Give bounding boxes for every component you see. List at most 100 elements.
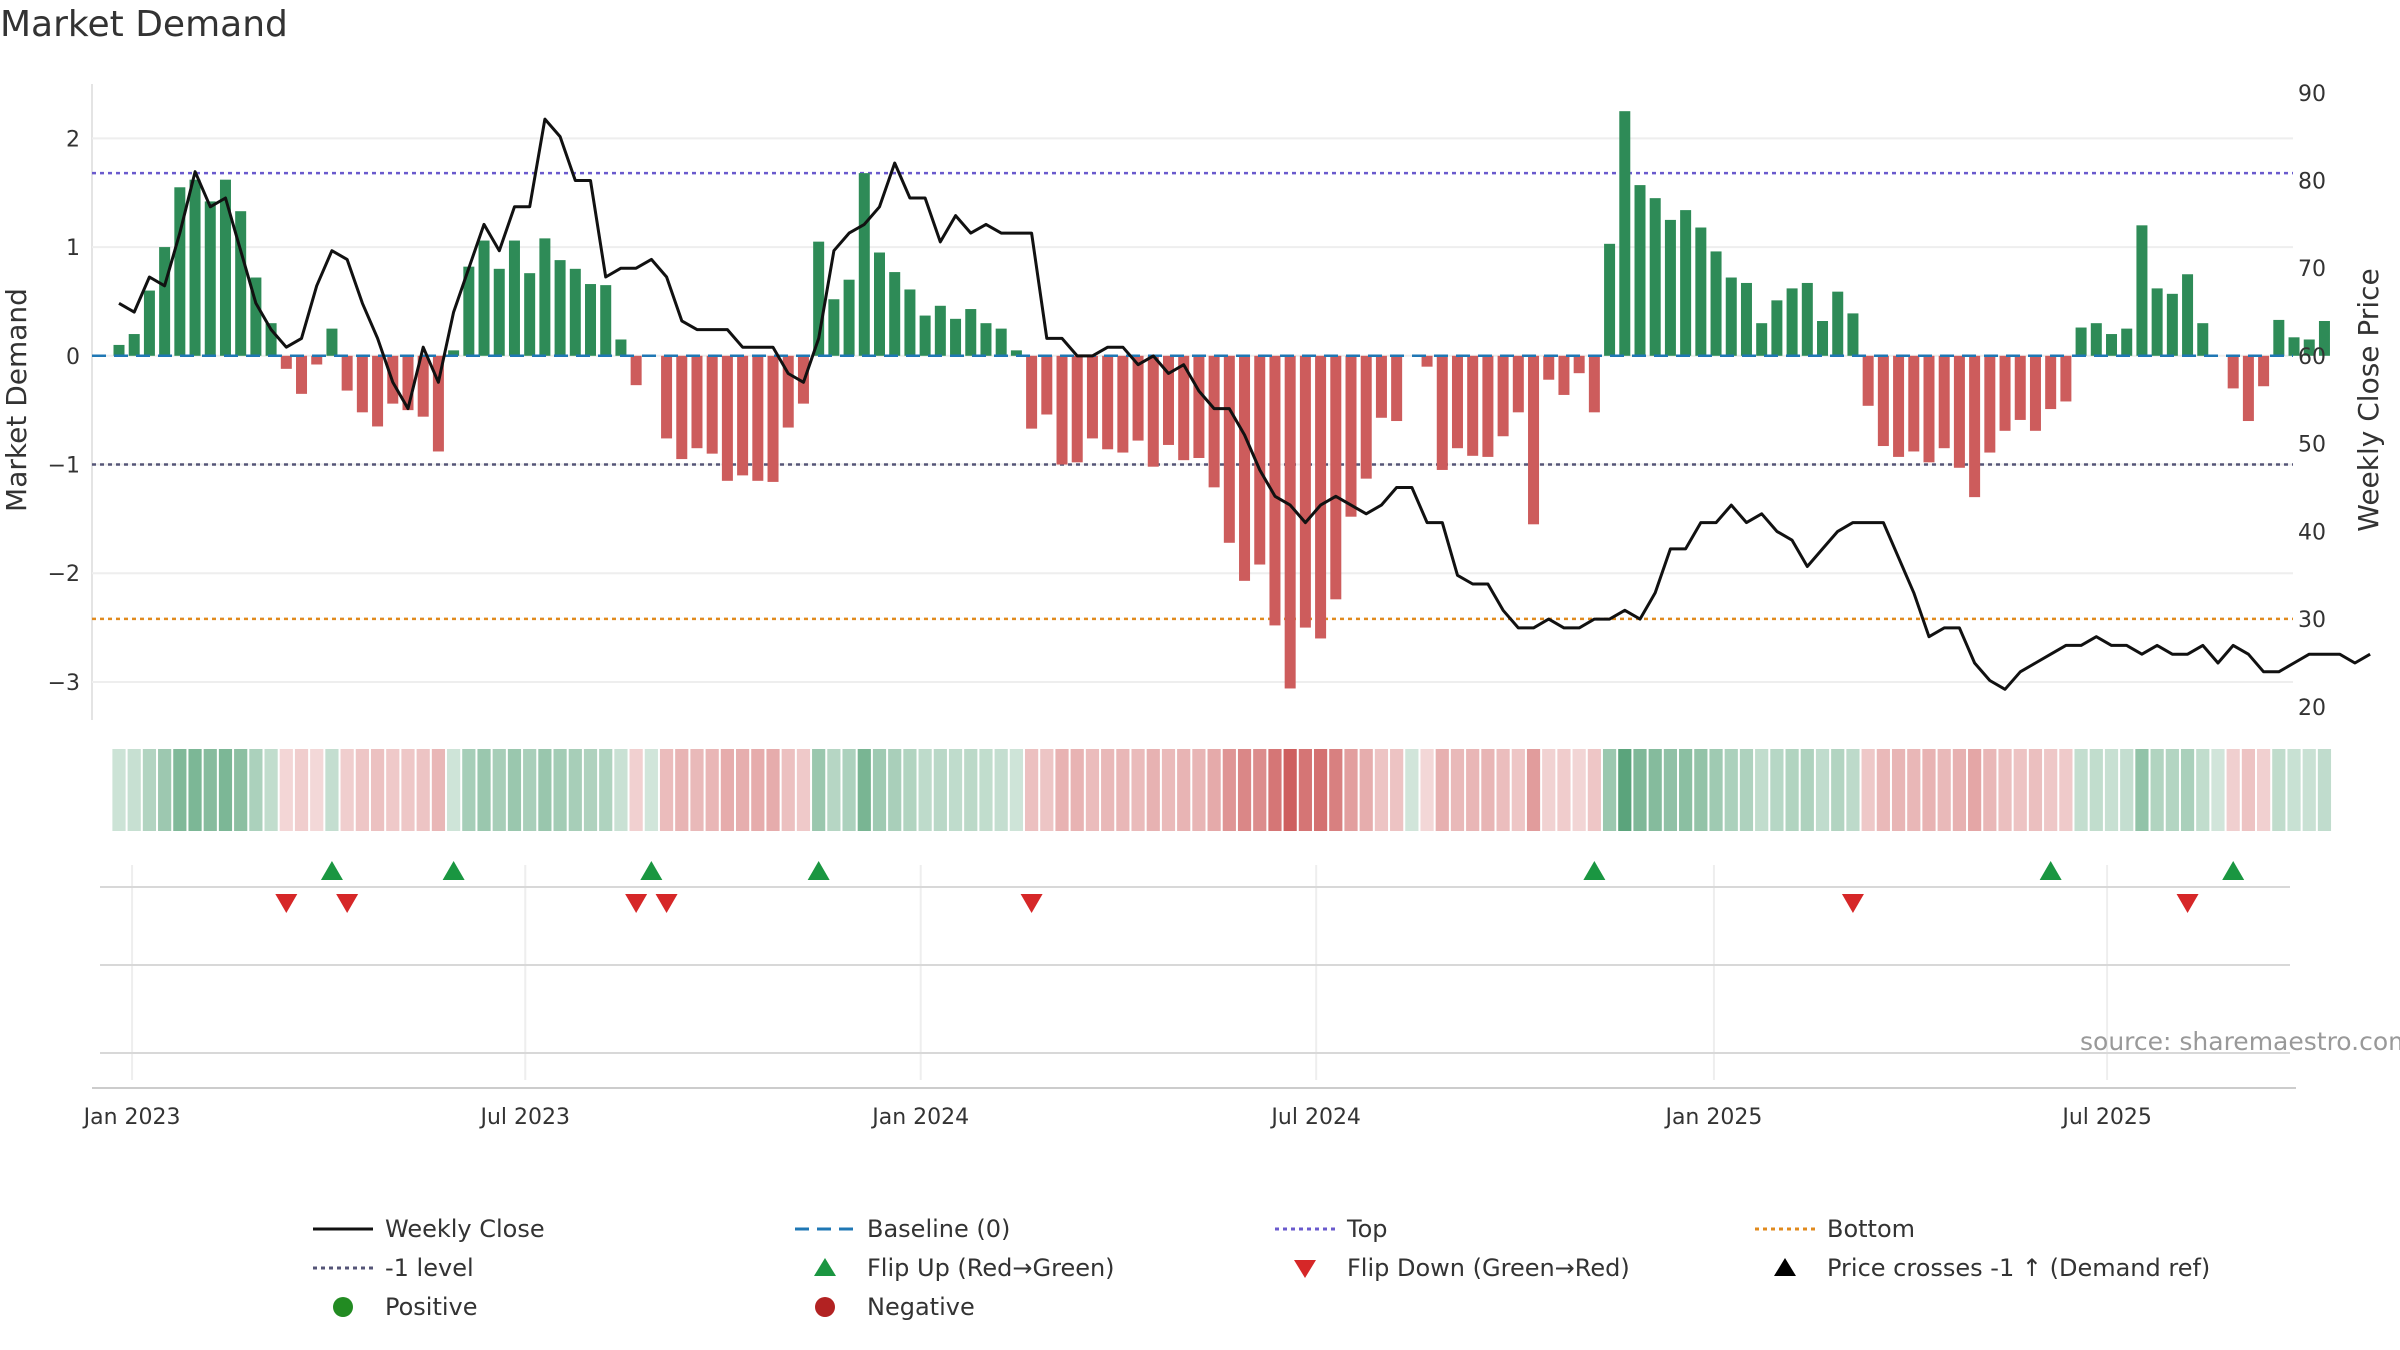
heat-cell <box>2135 749 2149 831</box>
flip-up-marker <box>807 861 830 880</box>
heat-cell <box>599 749 613 831</box>
heat-cell <box>1861 749 1875 831</box>
heat-cell <box>492 749 506 831</box>
heat-cell <box>112 749 126 831</box>
heat-cell <box>1694 749 1708 831</box>
heat-cell <box>249 749 263 831</box>
heat-cell <box>2150 749 2164 831</box>
heat-cell <box>1907 749 1921 831</box>
heat-cell <box>1633 749 1647 831</box>
demand-bar-positive <box>1786 288 1798 356</box>
demand-bar-positive <box>813 241 825 356</box>
demand-bar-positive <box>250 277 262 356</box>
demand-bar-negative <box>1360 355 1372 479</box>
demand-bar-positive <box>1847 313 1859 356</box>
heat-cell <box>477 749 491 831</box>
demand-bar-negative <box>1573 355 1585 374</box>
heat-cell <box>1374 749 1389 831</box>
legend-label: -1 level <box>385 1254 474 1282</box>
demand-bar-negative <box>1497 355 1509 437</box>
heat-cell <box>964 749 978 831</box>
demand-bar-positive <box>326 328 338 356</box>
demand-bar-positive <box>965 309 977 356</box>
demand-bar-positive <box>2303 339 2315 356</box>
flip-down-marker <box>655 894 678 913</box>
demand-bar-negative <box>2258 355 2270 387</box>
demand-bar-positive <box>600 285 612 356</box>
demand-bar-positive <box>189 179 201 356</box>
heat-cell <box>1648 749 1662 831</box>
heat-cell <box>158 749 172 831</box>
flip-down-marker <box>336 894 359 913</box>
demand-bar-negative <box>1375 355 1387 418</box>
heat-cell <box>2165 749 2179 831</box>
heat-cell <box>234 749 248 831</box>
heat-cell <box>1983 749 1997 831</box>
flip-down-marker <box>1020 894 1043 913</box>
heat-cell <box>1526 749 1541 831</box>
demand-bar-negative <box>1071 355 1083 463</box>
demand-bar-positive <box>1010 350 1022 356</box>
demand-bar-negative <box>1345 355 1357 517</box>
right-tick-label: 40 <box>2298 520 2326 545</box>
heat-cell <box>994 749 1008 831</box>
flip-down-marker <box>2176 894 2199 913</box>
demand-bar-negative <box>1223 355 1235 543</box>
heat-cell <box>416 749 430 831</box>
demand-bar-negative <box>721 355 733 481</box>
heat-cell <box>1572 749 1586 831</box>
demand-bar-positive <box>1710 251 1722 356</box>
heat-cell <box>264 749 278 831</box>
demand-bar-positive <box>143 290 155 356</box>
heat-cell <box>948 749 963 831</box>
legend-label: Top <box>1346 1215 1388 1243</box>
heat-cell <box>1496 749 1510 831</box>
heat-cell <box>766 749 780 831</box>
demand-bar-positive <box>919 315 931 356</box>
demand-bar-positive <box>539 238 551 356</box>
heat-cell <box>1557 749 1571 831</box>
demand-bar-positive <box>980 323 992 356</box>
heat-cell <box>2241 749 2255 831</box>
heat-cell <box>2013 749 2027 831</box>
chart-title: Market Demand <box>0 4 288 45</box>
heat-cell <box>2287 749 2301 831</box>
demand-bar-negative <box>1284 355 1296 689</box>
demand-bar-positive <box>1801 282 1813 356</box>
heat-cell <box>2317 749 2332 831</box>
demand-bar-positive <box>585 284 597 356</box>
demand-bar-positive <box>2075 327 2087 356</box>
demand-bar-negative <box>311 355 323 365</box>
flip-up-marker <box>640 861 663 880</box>
demand-bar-positive <box>2166 293 2178 356</box>
heat-cell <box>1466 749 1480 831</box>
demand-bar-positive <box>1634 185 1646 356</box>
demand-bar-positive <box>995 328 1007 356</box>
demand-bar-positive <box>1680 210 1692 356</box>
demand-bar-negative <box>1588 355 1600 413</box>
flip-up-marker <box>2039 861 2062 880</box>
demand-bar-negative <box>691 355 703 449</box>
demand-bar-negative <box>1041 355 1053 415</box>
heat-cell <box>1937 749 1951 831</box>
heat-cell <box>294 749 309 831</box>
demand-bar-positive <box>1771 300 1783 356</box>
right-tick-label: 60 <box>2298 345 2326 370</box>
heat-cell <box>1390 749 1404 831</box>
demand-bar-negative <box>1467 355 1479 456</box>
heat-cell <box>1618 749 1632 831</box>
heat-cell <box>1922 749 1936 831</box>
demand-bar-negative <box>1117 355 1129 453</box>
demand-bar-negative <box>1451 355 1463 449</box>
heat-cell <box>1040 749 1054 831</box>
heat-cell <box>583 749 598 831</box>
heat-cell <box>1070 749 1084 831</box>
demand-bar-negative <box>1269 355 1281 626</box>
flip-up-marker <box>1583 861 1606 880</box>
demand-bar-positive <box>524 273 536 356</box>
demand-bar-negative <box>417 355 429 417</box>
right-tick-label: 70 <box>2298 257 2326 282</box>
demand-bar-positive <box>1740 282 1752 356</box>
demand-bar-negative <box>341 355 353 391</box>
